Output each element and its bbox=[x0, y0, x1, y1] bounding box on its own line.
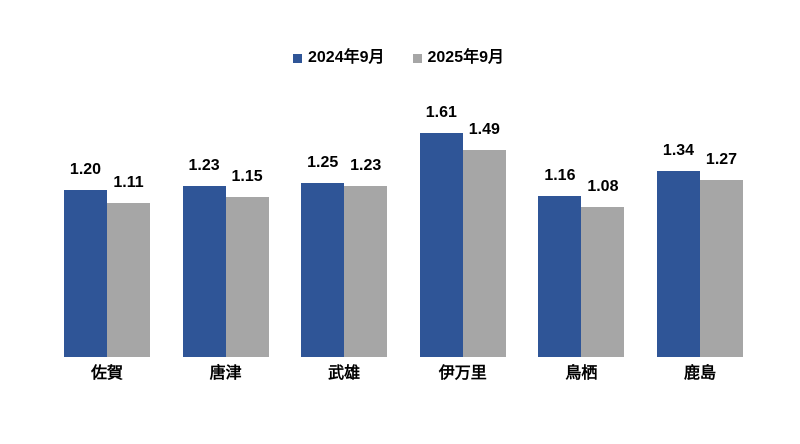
category-label-佐賀: 佐賀 bbox=[90, 365, 124, 382]
bar-2024年9月-鹿島 bbox=[657, 171, 700, 357]
value-label-2024年9月-佐賀: 1.20 bbox=[69, 161, 102, 178]
legend-item-2025: 2025年9月 bbox=[412, 49, 505, 67]
bar-2025年9月-武雄 bbox=[344, 186, 388, 357]
legend-item-2024: 2024年9月 bbox=[293, 49, 385, 67]
legend-swatch-2024 bbox=[293, 53, 302, 63]
legend-label-2024: 2024年9月 bbox=[308, 49, 385, 66]
bar-2024年9月-鳥栖 bbox=[538, 196, 582, 357]
category-label-武雄: 武雄 bbox=[328, 365, 361, 382]
value-label-2025年9月-唐津: 1.15 bbox=[231, 168, 263, 185]
bar-2025年9月-伊万里 bbox=[462, 150, 506, 357]
value-label-2025年9月-武雄: 1.23 bbox=[350, 157, 382, 174]
value-label-2024年9月-伊万里: 1.61 bbox=[425, 104, 457, 121]
legend: 2024年9月 2025年9月 bbox=[293, 49, 504, 67]
value-label-2025年9月-鳥栖: 1.08 bbox=[587, 178, 619, 195]
legend-swatch-2025 bbox=[412, 53, 422, 63]
category-label-伊万里: 伊万里 bbox=[438, 365, 487, 382]
bar-2025年9月-佐賀 bbox=[107, 203, 150, 357]
bar-2025年9月-唐津 bbox=[225, 197, 269, 357]
category-label-鳥栖: 鳥栖 bbox=[565, 365, 598, 382]
value-label-2024年9月-鳥栖: 1.16 bbox=[544, 167, 576, 184]
bar-2024年9月-佐賀 bbox=[64, 190, 107, 357]
category-label-鹿島: 鹿島 bbox=[683, 365, 717, 382]
value-label-2024年9月-鹿島: 1.34 bbox=[662, 142, 695, 159]
value-label-2025年9月-鹿島: 1.27 bbox=[705, 151, 738, 168]
bar-2025年9月-鳥栖 bbox=[581, 207, 625, 357]
value-label-2024年9月-武雄: 1.25 bbox=[307, 154, 339, 171]
bar-2025年9月-鹿島 bbox=[700, 180, 743, 357]
value-label-2025年9月-伊万里: 1.49 bbox=[468, 121, 500, 138]
bar-2024年9月-武雄 bbox=[301, 183, 345, 357]
value-label-2024年9月-唐津: 1.23 bbox=[188, 157, 220, 174]
bar-2024年9月-唐津 bbox=[182, 186, 226, 357]
bar-2024年9月-伊万里 bbox=[419, 133, 463, 357]
value-label-2025年9月-佐賀: 1.11 bbox=[113, 174, 144, 191]
legend-label-2025: 2025年9月 bbox=[427, 49, 505, 66]
category-label-唐津: 唐津 bbox=[209, 365, 242, 382]
